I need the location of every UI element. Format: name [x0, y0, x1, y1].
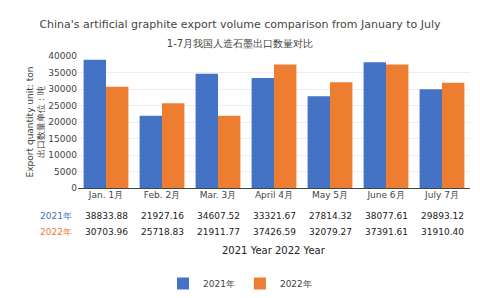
svg-text:37426.59: 37426.59 — [253, 227, 296, 237]
svg-text:Jan. 1月: Jan. 1月 — [88, 190, 123, 200]
svg-text:July 7月: July 7月 — [424, 190, 459, 200]
svg-text:21911.77: 21911.77 — [197, 227, 240, 237]
svg-text:2021年: 2021年 — [203, 279, 235, 289]
svg-text:32079.27: 32079.27 — [309, 227, 352, 237]
svg-text:38833.88: 38833.88 — [85, 211, 128, 221]
svg-text:Feb. 2月: Feb. 2月 — [144, 190, 180, 200]
svg-text:April 4月: April 4月 — [255, 190, 293, 200]
svg-text:40000: 40000 — [48, 51, 77, 61]
svg-text:20000: 20000 — [48, 117, 77, 127]
svg-text:May 5月: May 5月 — [312, 190, 348, 200]
svg-text:10000: 10000 — [48, 150, 77, 160]
svg-text:27814.32: 27814.32 — [309, 211, 352, 221]
svg-text:29893.12: 29893.12 — [421, 211, 464, 221]
svg-text:25000: 25000 — [48, 101, 77, 111]
svg-text:Mar. 3月: Mar. 3月 — [200, 190, 237, 200]
svg-text:2022年: 2022年 — [40, 227, 72, 237]
svg-text:30000: 30000 — [48, 84, 77, 94]
svg-text:37391.61: 37391.61 — [365, 227, 408, 237]
svg-text:5000: 5000 — [54, 167, 77, 177]
svg-text:1-7月我国人造石墨出口数量对比: 1-7月我国人造石墨出口数量对比 — [167, 38, 313, 49]
svg-text:June 6月: June 6月 — [366, 190, 404, 200]
svg-text:34607.52: 34607.52 — [197, 211, 240, 221]
svg-text:Export quantity unit: ton出口数量单: Export quantity unit: ton出口数量单位：吨 — [25, 67, 47, 178]
svg-text:0: 0 — [71, 183, 77, 193]
svg-text:38077.61: 38077.61 — [365, 211, 408, 221]
svg-text:35000: 35000 — [48, 68, 77, 78]
svg-text:31910.40: 31910.40 — [421, 227, 464, 237]
svg-text:China's artificial graphite ex: China's artificial graphite export volum… — [39, 18, 441, 31]
svg-text:2021 Year 2022 Year: 2021 Year 2022 Year — [222, 245, 326, 256]
svg-text:15000: 15000 — [48, 134, 77, 144]
svg-text:30703.96: 30703.96 — [85, 227, 128, 237]
svg-text:2021年: 2021年 — [40, 211, 72, 221]
svg-text:21927.16: 21927.16 — [141, 211, 184, 221]
svg-text:25718.83: 25718.83 — [141, 227, 184, 237]
svg-text:33321.67: 33321.67 — [253, 211, 296, 221]
svg-text:2022年: 2022年 — [280, 279, 312, 289]
